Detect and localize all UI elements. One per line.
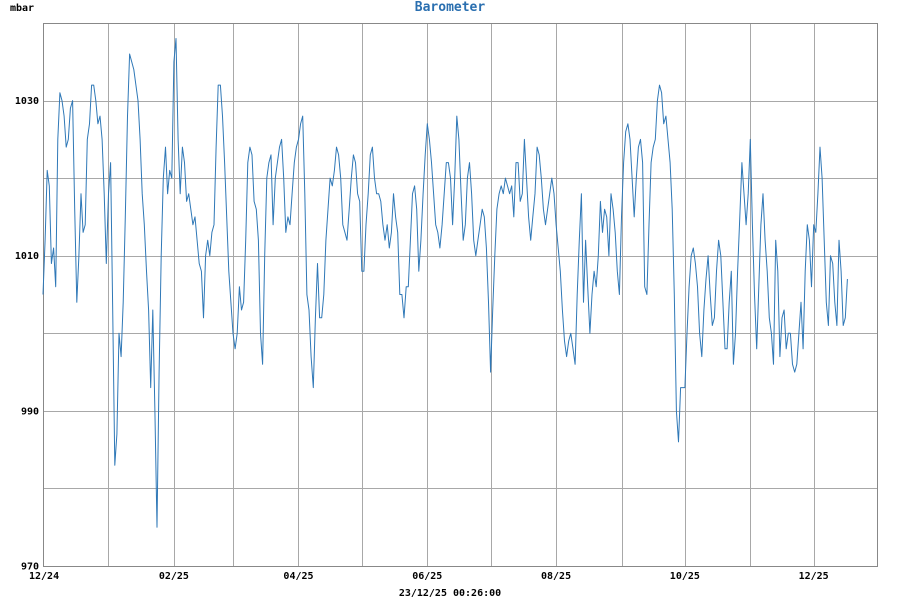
timestamp-footer: 23/12/25 00:26:00 <box>399 588 501 599</box>
x-tick-label: 10/25 <box>670 571 700 582</box>
y-tick-label: 970 <box>21 562 39 573</box>
pressure-series-line <box>42 38 848 528</box>
x-tick-label: 02/25 <box>159 571 189 582</box>
chart-title: Barometer <box>415 0 486 15</box>
x-axis-ticks: 12/24 02/25 04/25 06/25 08/25 10/25 12/25 <box>29 571 829 582</box>
x-tick-label: 12/24 <box>29 571 59 582</box>
y-tick-label: 1010 <box>15 251 39 262</box>
y-axis-unit-label: mbar <box>10 3 34 14</box>
y-axis-ticks: 970 990 1010 1030 <box>15 96 39 572</box>
plot-area-border <box>43 23 878 567</box>
x-tick-label: 06/25 <box>412 571 442 582</box>
series-layer <box>42 38 848 528</box>
x-tick-label: 08/25 <box>541 571 571 582</box>
x-tick-label: 04/25 <box>283 571 313 582</box>
y-tick-label: 1030 <box>15 96 39 107</box>
y-tick-label: 990 <box>21 406 39 417</box>
x-tick-label: 12/25 <box>799 571 829 582</box>
